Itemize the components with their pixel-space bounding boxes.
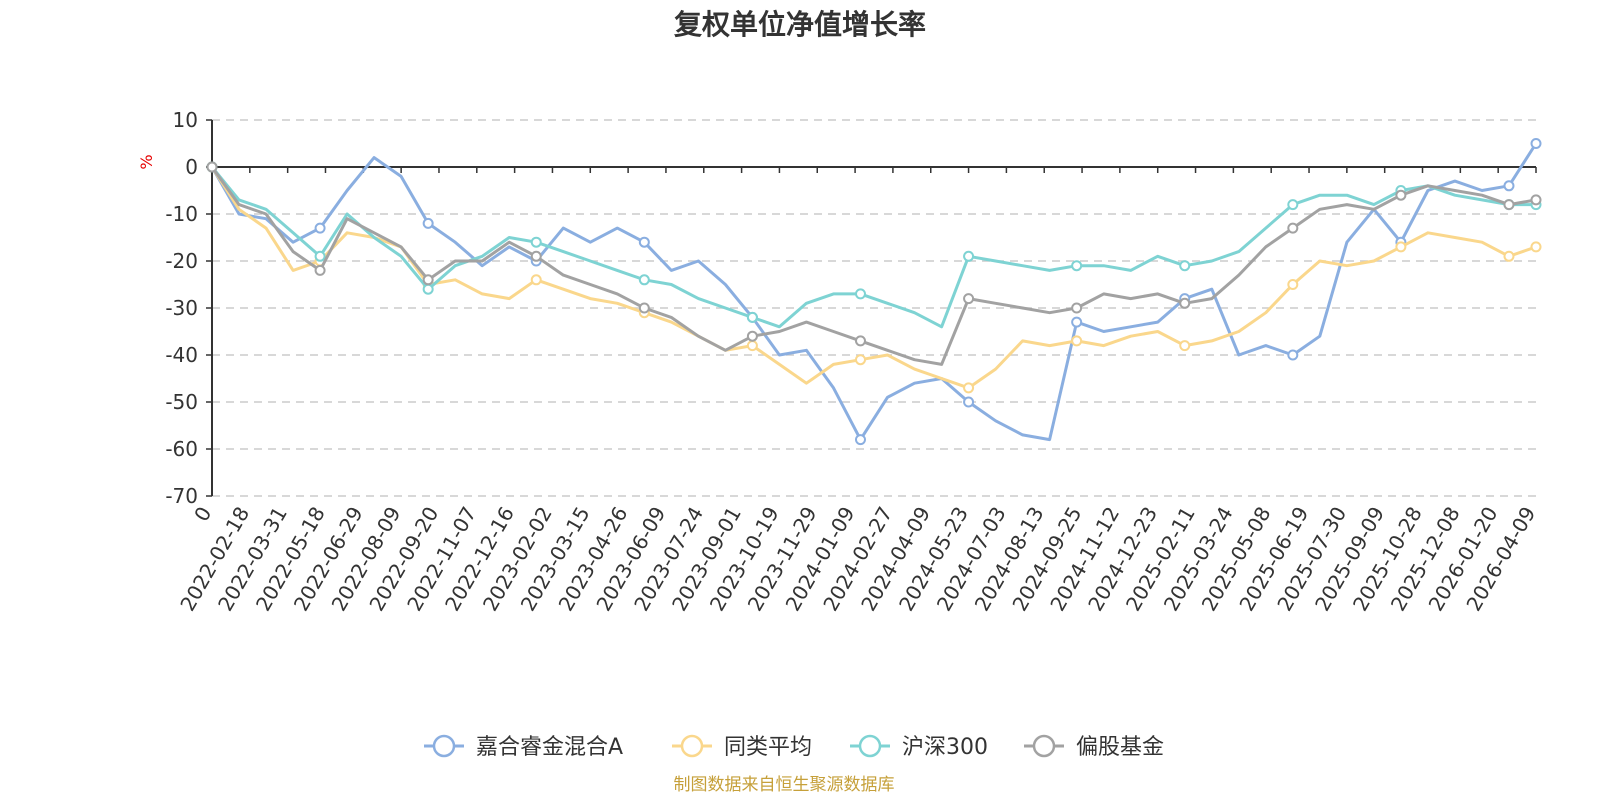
series-lines [206,138,1542,446]
legend-item[interactable]: 同类平均 [672,734,812,760]
series-point [1395,241,1407,253]
series-point [314,222,326,234]
series-line-3 [210,166,1537,366]
series-point [746,311,758,323]
series-point [530,250,542,262]
series-point [1179,340,1191,352]
series-point [1503,250,1515,262]
series-line-2 [210,166,1536,329]
series-point [638,302,650,314]
legend-marker-icon [680,734,704,758]
series-point [963,250,975,262]
series-point [1287,349,1299,361]
y-tick-label: -10 [165,202,198,226]
series-point [963,382,975,394]
y-tick-label: 10 [173,108,198,132]
series-line-0 [210,142,1538,442]
series-point [854,288,866,300]
series-point [1071,260,1083,272]
y-tick-label: -40 [165,343,198,367]
series-point [314,264,326,276]
series-point [1503,199,1515,211]
series-point [746,330,758,342]
series-point [1287,222,1299,234]
series-point [854,354,866,366]
series-point [1503,180,1515,192]
legend-label: 嘉合睿金混合A [476,735,623,760]
legend-item[interactable]: 嘉合睿金混合A [424,734,623,760]
source-note: 制图数据来自恒生聚源数据库 [674,775,895,795]
legend-label: 同类平均 [724,735,812,760]
series-point [963,396,975,408]
y-tick-label: 0 [185,155,198,179]
series-point [422,217,434,229]
series-point [1179,297,1191,309]
series-point [1071,316,1083,328]
y-tick-label: -60 [165,437,198,461]
y-axis-unit: % [137,154,156,169]
series-point [1530,241,1542,253]
y-tick-label: -70 [165,484,198,508]
series-point [638,274,650,286]
series-point [422,274,434,286]
series-point [746,340,758,352]
series-point [963,293,975,305]
series-point [1530,194,1542,206]
legend-label: 沪深300 [902,735,988,760]
series-point [1287,279,1299,290]
series-point [854,335,866,347]
chart-title: 复权单位净值增长率 [674,8,926,41]
series-point [206,161,218,173]
legend-label: 偏股基金 [1076,735,1164,760]
series-point [530,274,542,286]
y-tick-label: -20 [165,249,198,273]
legend-marker-icon [858,734,882,758]
series-point [1071,302,1083,314]
legend-item[interactable]: 沪深300 [850,734,988,760]
series-point [314,250,326,262]
series-point [1179,260,1191,272]
legend-marker-icon [1032,734,1056,758]
grid-lines [212,119,1536,497]
series-point [1395,189,1407,201]
series-point [638,236,650,248]
series-point [1530,138,1542,149]
legend-marker-icon [432,734,456,758]
series-point [854,434,866,446]
y-tick-label: -30 [165,296,198,320]
y-tick-label: -50 [165,390,198,414]
legend-item[interactable]: 偏股基金 [1024,734,1164,760]
x-tick-label: 0 [189,503,216,526]
series-point [530,236,542,248]
series-point [1287,199,1299,211]
series-point [422,283,434,295]
legend[interactable]: 嘉合睿金混合A 同类平均 沪深300 偏股基金 [424,734,1164,760]
series-point [1071,335,1083,347]
